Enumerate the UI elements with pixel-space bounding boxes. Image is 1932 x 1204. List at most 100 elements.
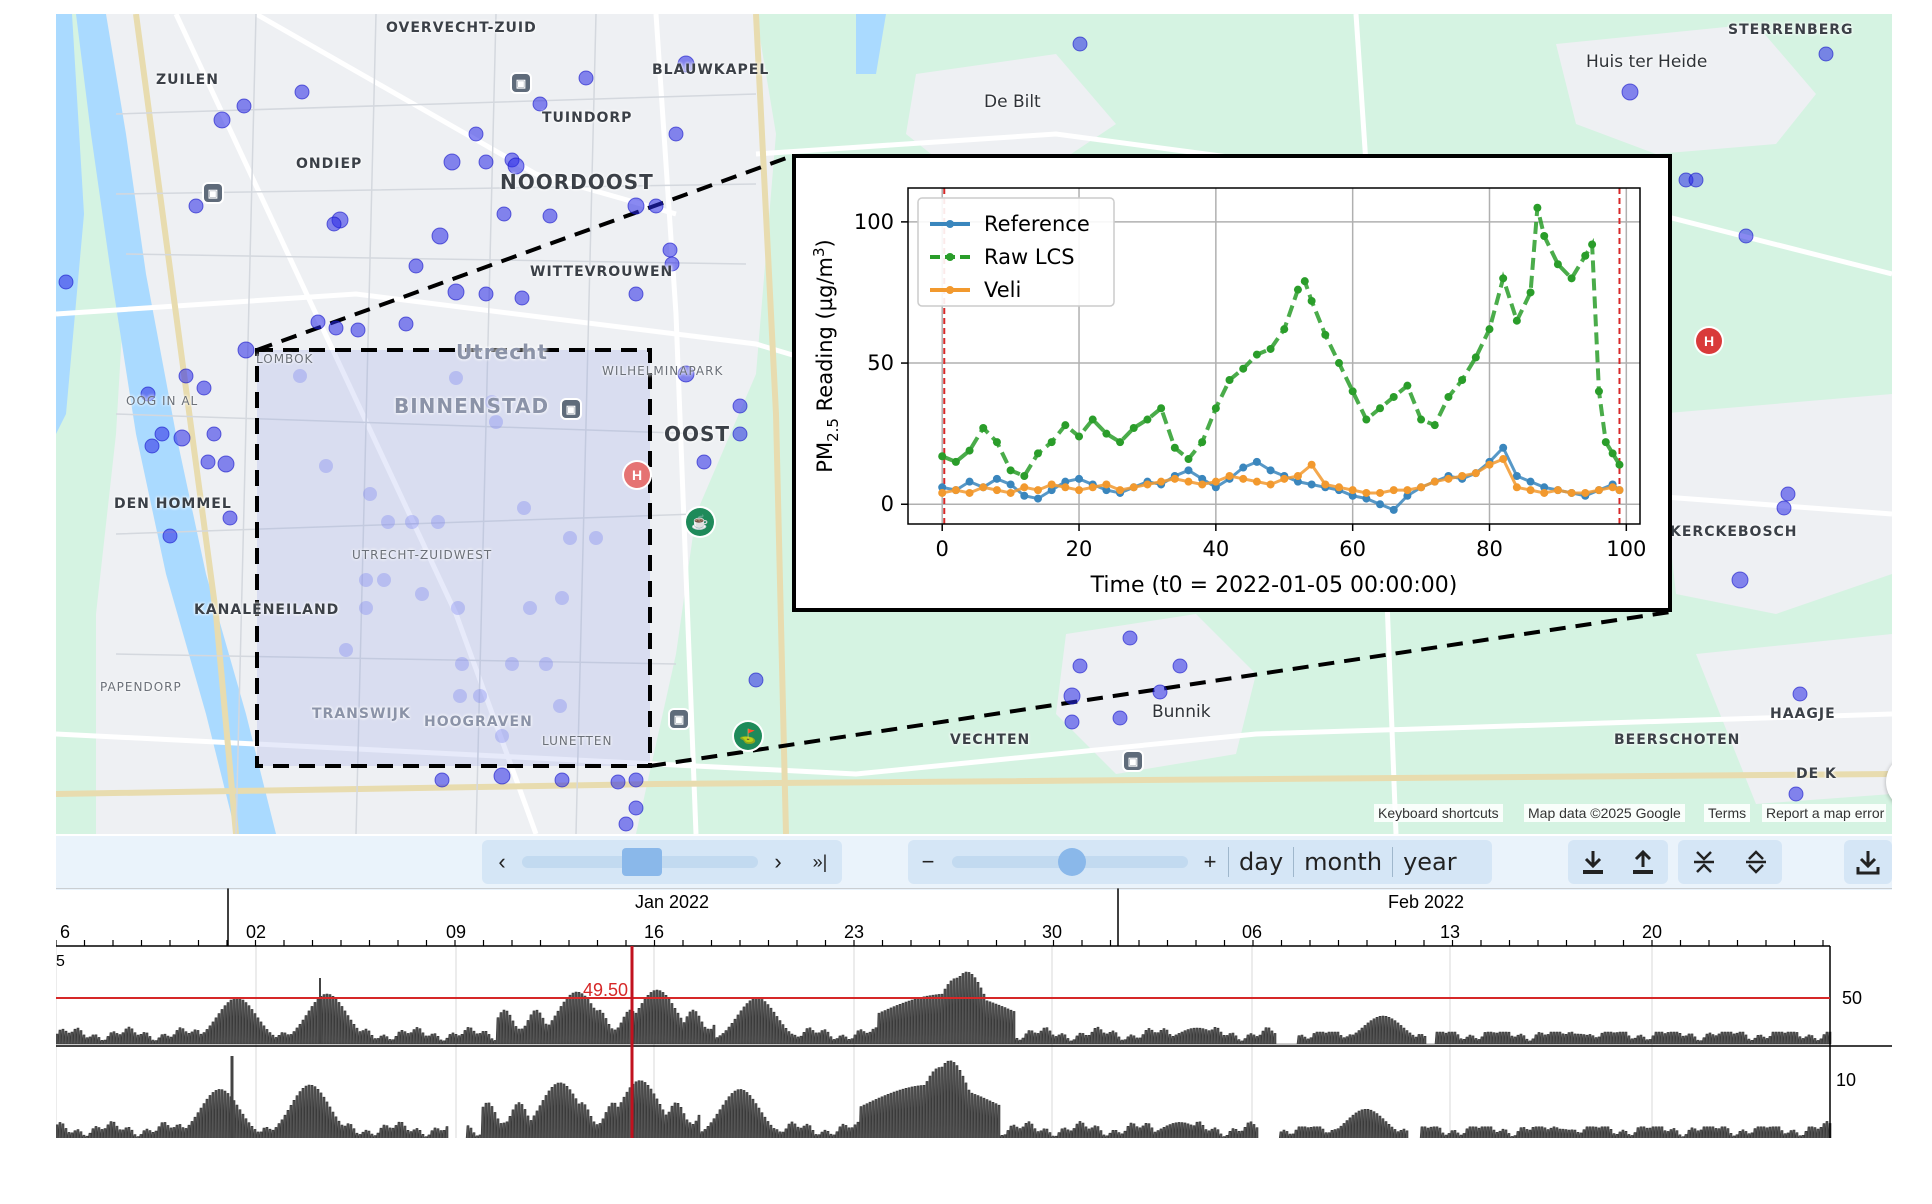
data-point (1540, 232, 1549, 240)
scroll-prev-button[interactable]: ‹ (498, 849, 506, 874)
scroll-thumb[interactable] (622, 848, 662, 876)
export-controls (1844, 840, 1892, 884)
data-point (1567, 488, 1576, 497)
month-button[interactable]: month (1304, 848, 1383, 876)
legend-marker (946, 286, 954, 294)
legend-marker (946, 253, 954, 261)
data-point (1334, 359, 1343, 368)
data-point (1211, 483, 1220, 492)
keyboard-shortcuts-link[interactable]: Keyboard shortcuts (1374, 804, 1503, 822)
fullscreen-button[interactable] (1886, 754, 1892, 810)
park-icon[interactable]: ☕ (686, 508, 714, 536)
separator (1293, 847, 1295, 877)
data-point (1102, 480, 1111, 489)
legend-entry: Veli (984, 278, 1021, 302)
data-point (1471, 353, 1480, 362)
map-base (56, 14, 1892, 834)
data-point (1362, 488, 1371, 497)
top-axis-tick-label: 50 (1842, 988, 1862, 1008)
day-button[interactable]: day (1239, 848, 1284, 876)
data-point (1239, 463, 1248, 472)
data-point (1444, 474, 1453, 483)
map-place-label: BINNENSTAD (394, 394, 550, 418)
x-tick-label: 80 (1476, 537, 1503, 561)
map-place-label: STERRENBERG (1728, 22, 1854, 38)
transit-icon[interactable]: ▣ (512, 74, 530, 92)
data-point (1143, 480, 1152, 489)
data-point (1389, 392, 1398, 401)
data-point (1047, 480, 1056, 489)
zoom-out-button[interactable]: − (921, 849, 935, 874)
data-point (1075, 486, 1084, 495)
transit-icon[interactable]: ▣ (670, 710, 688, 728)
data-point (1061, 421, 1070, 430)
map-place-label: BEERSCHOTEN (1614, 732, 1741, 748)
expand-rows-icon[interactable] (1730, 840, 1782, 884)
scroll-track[interactable] (522, 848, 758, 876)
timeline-panel[interactable]: Jan 2022 Feb 2022 6 02 09 16 23 30 06 13 20 49.50 … (55, 887, 1892, 1143)
data-point (1512, 316, 1521, 325)
data-point (951, 486, 960, 495)
chart-ticks: 0 20 40 60 80 100 0 50 100 (854, 210, 1646, 561)
data-point (1020, 472, 1029, 480)
separator (1392, 847, 1394, 877)
hospital-icon[interactable]: H (624, 462, 650, 488)
y-label-sup: 3 (810, 247, 828, 257)
data-point (1102, 486, 1111, 495)
year-button[interactable]: year (1403, 848, 1457, 876)
data-point (1102, 429, 1111, 438)
data-point (1075, 474, 1084, 483)
data-point (1143, 415, 1152, 424)
data-point (1075, 432, 1084, 441)
day-label: 30 (1042, 922, 1062, 942)
data-point (1533, 203, 1542, 212)
collapse-rows-icon[interactable] (1678, 840, 1730, 884)
data-point (1444, 392, 1453, 401)
y-label-sub: 2.5 (824, 418, 842, 442)
map-place-label: Utrecht (456, 340, 548, 364)
data-point (1266, 466, 1275, 475)
data-point (1280, 474, 1289, 483)
data-point (1293, 472, 1302, 480)
data-point (1430, 421, 1439, 430)
golf-icon[interactable]: ⛳ (734, 722, 762, 750)
download-icon[interactable] (1568, 840, 1618, 884)
map-place-label: TRANSWIJK (312, 706, 411, 722)
map-place-label: BLAUWKAPEL (652, 62, 770, 78)
day-label: 06 (1242, 922, 1262, 942)
zoom-in-button[interactable]: + (1203, 849, 1217, 874)
data-point (1321, 480, 1330, 489)
series-veli (938, 455, 1624, 497)
map-place-label: HOOGRAVEN (424, 714, 533, 730)
data-point (1293, 285, 1302, 294)
data-point (965, 446, 974, 455)
data-point (1047, 438, 1056, 447)
transit-icon[interactable]: ▣ (1124, 752, 1142, 770)
zoom-track[interactable] (952, 848, 1188, 876)
bottom-histogram-bars (55, 1060, 1832, 1141)
data-point (1376, 404, 1385, 413)
upload-icon[interactable] (1618, 840, 1668, 884)
data-point (1615, 460, 1624, 469)
x-tick-label: 0 (936, 537, 949, 561)
top-axis-partial-label: 5 (56, 953, 65, 970)
terms-link[interactable]: Terms (1704, 804, 1751, 822)
map-place-label: LUNETTEN (542, 734, 613, 748)
map-place-label: Huis ter Heide (1586, 52, 1708, 72)
transit-icon[interactable]: ▣ (562, 400, 580, 418)
data-point (1499, 274, 1508, 283)
scroll-end-button[interactable]: »| (812, 851, 828, 872)
transit-icon[interactable]: ▣ (204, 184, 222, 202)
data-point (1170, 443, 1179, 452)
y-axis-label: PM2.5 Reading (µg/m3) (810, 239, 842, 472)
y-tick-label: 50 (867, 351, 894, 375)
data-point (1417, 483, 1426, 492)
report-map-error-link[interactable]: Report a map error (1762, 804, 1886, 822)
export-download-icon[interactable] (1844, 840, 1892, 884)
data-point (1540, 483, 1549, 492)
zoom-thumb[interactable] (1058, 848, 1086, 876)
hospital-icon[interactable]: H (1696, 328, 1722, 354)
scroll-next-button[interactable]: › (774, 849, 782, 874)
data-point (1061, 483, 1070, 492)
